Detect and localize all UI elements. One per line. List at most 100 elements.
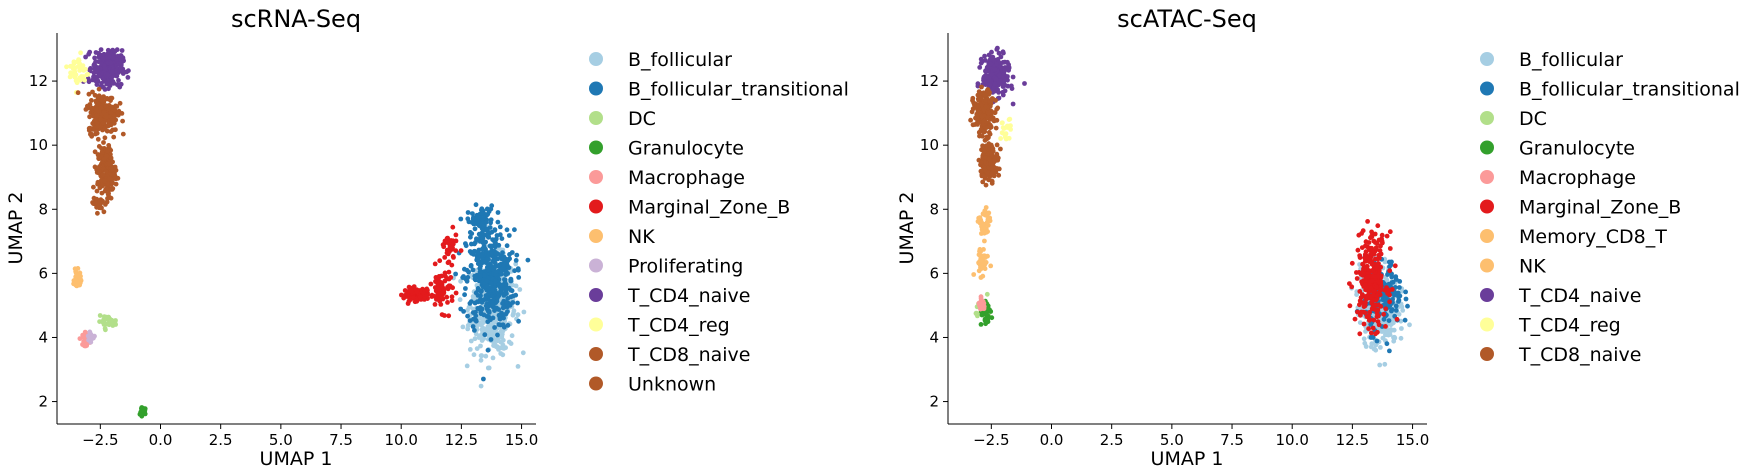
point-b-follicular-transitional <box>503 256 509 262</box>
point-b-follicular-transitional <box>1402 317 1408 323</box>
point-marginal-zone-b <box>1366 317 1372 323</box>
point-t-cd8-naive <box>988 116 994 122</box>
point-marginal-zone-b <box>449 294 455 300</box>
legend-label: DC <box>1519 108 1547 130</box>
point-b-follicular <box>515 312 521 318</box>
point-b-follicular-transitional <box>505 322 511 328</box>
point-b-follicular <box>1391 320 1396 326</box>
point-b-follicular-transitional <box>497 316 503 322</box>
point-t-cd4-naive <box>93 59 98 65</box>
point-marginal-zone-b <box>445 300 450 305</box>
point-t-cd8-naive <box>93 117 98 123</box>
point-b-follicular <box>464 363 470 369</box>
point-marginal-zone-b <box>1370 325 1376 331</box>
point-t-cd8-naive <box>110 116 115 122</box>
point-t-cd4-naive <box>98 47 104 52</box>
legend-marker <box>589 52 603 66</box>
point-b-follicular <box>1398 335 1404 341</box>
point-t-cd8-naive <box>105 148 110 154</box>
legend-label: Marginal_Zone_B <box>628 197 790 219</box>
point-marginal-zone-b <box>1374 293 1380 299</box>
x-tick-label: 5.0 <box>269 431 293 449</box>
point-b-follicular <box>457 297 463 303</box>
point-b-follicular-transitional <box>472 273 478 279</box>
point-t-cd4-naive <box>995 45 1000 51</box>
point-t-cd4-naive <box>118 65 123 70</box>
point-b-follicular-transitional <box>476 223 482 229</box>
point-b-follicular-transitional <box>1368 335 1374 340</box>
legend-label: T_CD4_reg <box>627 315 730 337</box>
point-marginal-zone-b <box>439 273 444 279</box>
point-b-follicular-transitional <box>515 300 520 306</box>
point-b-follicular-transitional <box>463 286 468 291</box>
point-b-follicular <box>474 346 480 351</box>
point-b-follicular-transitional <box>484 278 490 284</box>
legend-label: DC <box>628 108 656 130</box>
point-t-cd8-naive <box>979 160 984 165</box>
point-b-follicular-transitional <box>473 290 479 296</box>
point-marginal-zone-b <box>1366 289 1372 295</box>
point-b-follicular-transitional <box>462 292 467 298</box>
point-marginal-zone-b <box>1347 303 1353 309</box>
point-b-follicular <box>501 346 507 351</box>
point-b-follicular-transitional <box>512 227 517 233</box>
point-b-follicular-transitional <box>490 287 495 293</box>
point-t-cd4-naive <box>119 48 125 53</box>
point-b-follicular-transitional <box>475 299 481 305</box>
point-b-follicular <box>517 287 523 292</box>
point-marginal-zone-b <box>409 288 414 294</box>
point-marginal-zone-b <box>422 297 427 302</box>
point-b-follicular-transitional <box>1389 280 1395 285</box>
point-marginal-zone-b <box>449 298 455 303</box>
point-t-cd4-naive <box>987 82 993 87</box>
point-t-cd4-naive <box>996 90 1001 95</box>
point-t-cd8-naive <box>120 131 126 137</box>
point-t-cd8-naive <box>986 110 991 116</box>
point-b-follicular <box>460 324 466 330</box>
point-marginal-zone-b <box>443 273 448 279</box>
point-memory-cd8-t <box>988 263 994 269</box>
point-b-follicular-transitional <box>472 226 478 232</box>
point-macrophage <box>77 336 83 341</box>
point-t-cd4-naive <box>1010 101 1016 107</box>
point-b-follicular-transitional <box>501 262 507 268</box>
point-b-follicular-transitional <box>475 256 481 262</box>
point-b-follicular-transitional <box>479 207 484 213</box>
point-b-follicular-transitional <box>477 269 483 275</box>
point-t-cd4-naive <box>111 73 116 79</box>
point-t-cd8-naive <box>982 137 988 143</box>
point-t-cd8-naive <box>979 114 985 119</box>
point-b-follicular-transitional <box>461 309 466 314</box>
point-t-cd4-reg <box>70 66 76 72</box>
point-b-follicular <box>506 339 512 345</box>
point-b-follicular-transitional <box>500 322 506 328</box>
point-b-follicular-transitional <box>499 266 505 272</box>
point-t-cd4-naive <box>992 81 998 87</box>
point-t-cd4-naive <box>118 60 124 66</box>
point-nk <box>981 229 987 235</box>
point-marginal-zone-b <box>442 255 448 260</box>
point-marginal-zone-b <box>447 244 453 250</box>
x-tick-label: 15.0 <box>505 431 538 449</box>
point-marginal-zone-b <box>417 294 423 300</box>
point-b-follicular <box>1380 335 1386 341</box>
legend-label: Marginal_Zone_B <box>1519 197 1681 219</box>
point-t-cd8-naive <box>979 133 985 139</box>
point-t-cd4-reg <box>84 72 90 78</box>
point-t-cd4-reg <box>998 136 1003 141</box>
point-t-cd8-naive <box>75 90 81 96</box>
point-granulocyte <box>979 312 985 318</box>
point-marginal-zone-b <box>431 293 437 299</box>
point-b-follicular-transitional <box>465 275 471 280</box>
point-t-cd4-naive <box>977 65 983 70</box>
point-b-follicular-transitional <box>473 317 479 323</box>
point-granulocyte <box>139 407 145 413</box>
point-t-cd8-naive <box>106 194 112 200</box>
point-t-cd8-naive <box>101 140 106 145</box>
point-marginal-zone-b <box>432 261 438 267</box>
point-t-cd8-naive <box>981 118 987 124</box>
point-t-cd4-reg <box>77 76 83 82</box>
point-dc <box>984 291 990 297</box>
point-marginal-zone-b <box>442 238 448 244</box>
point-b-follicular-transitional <box>472 328 477 333</box>
